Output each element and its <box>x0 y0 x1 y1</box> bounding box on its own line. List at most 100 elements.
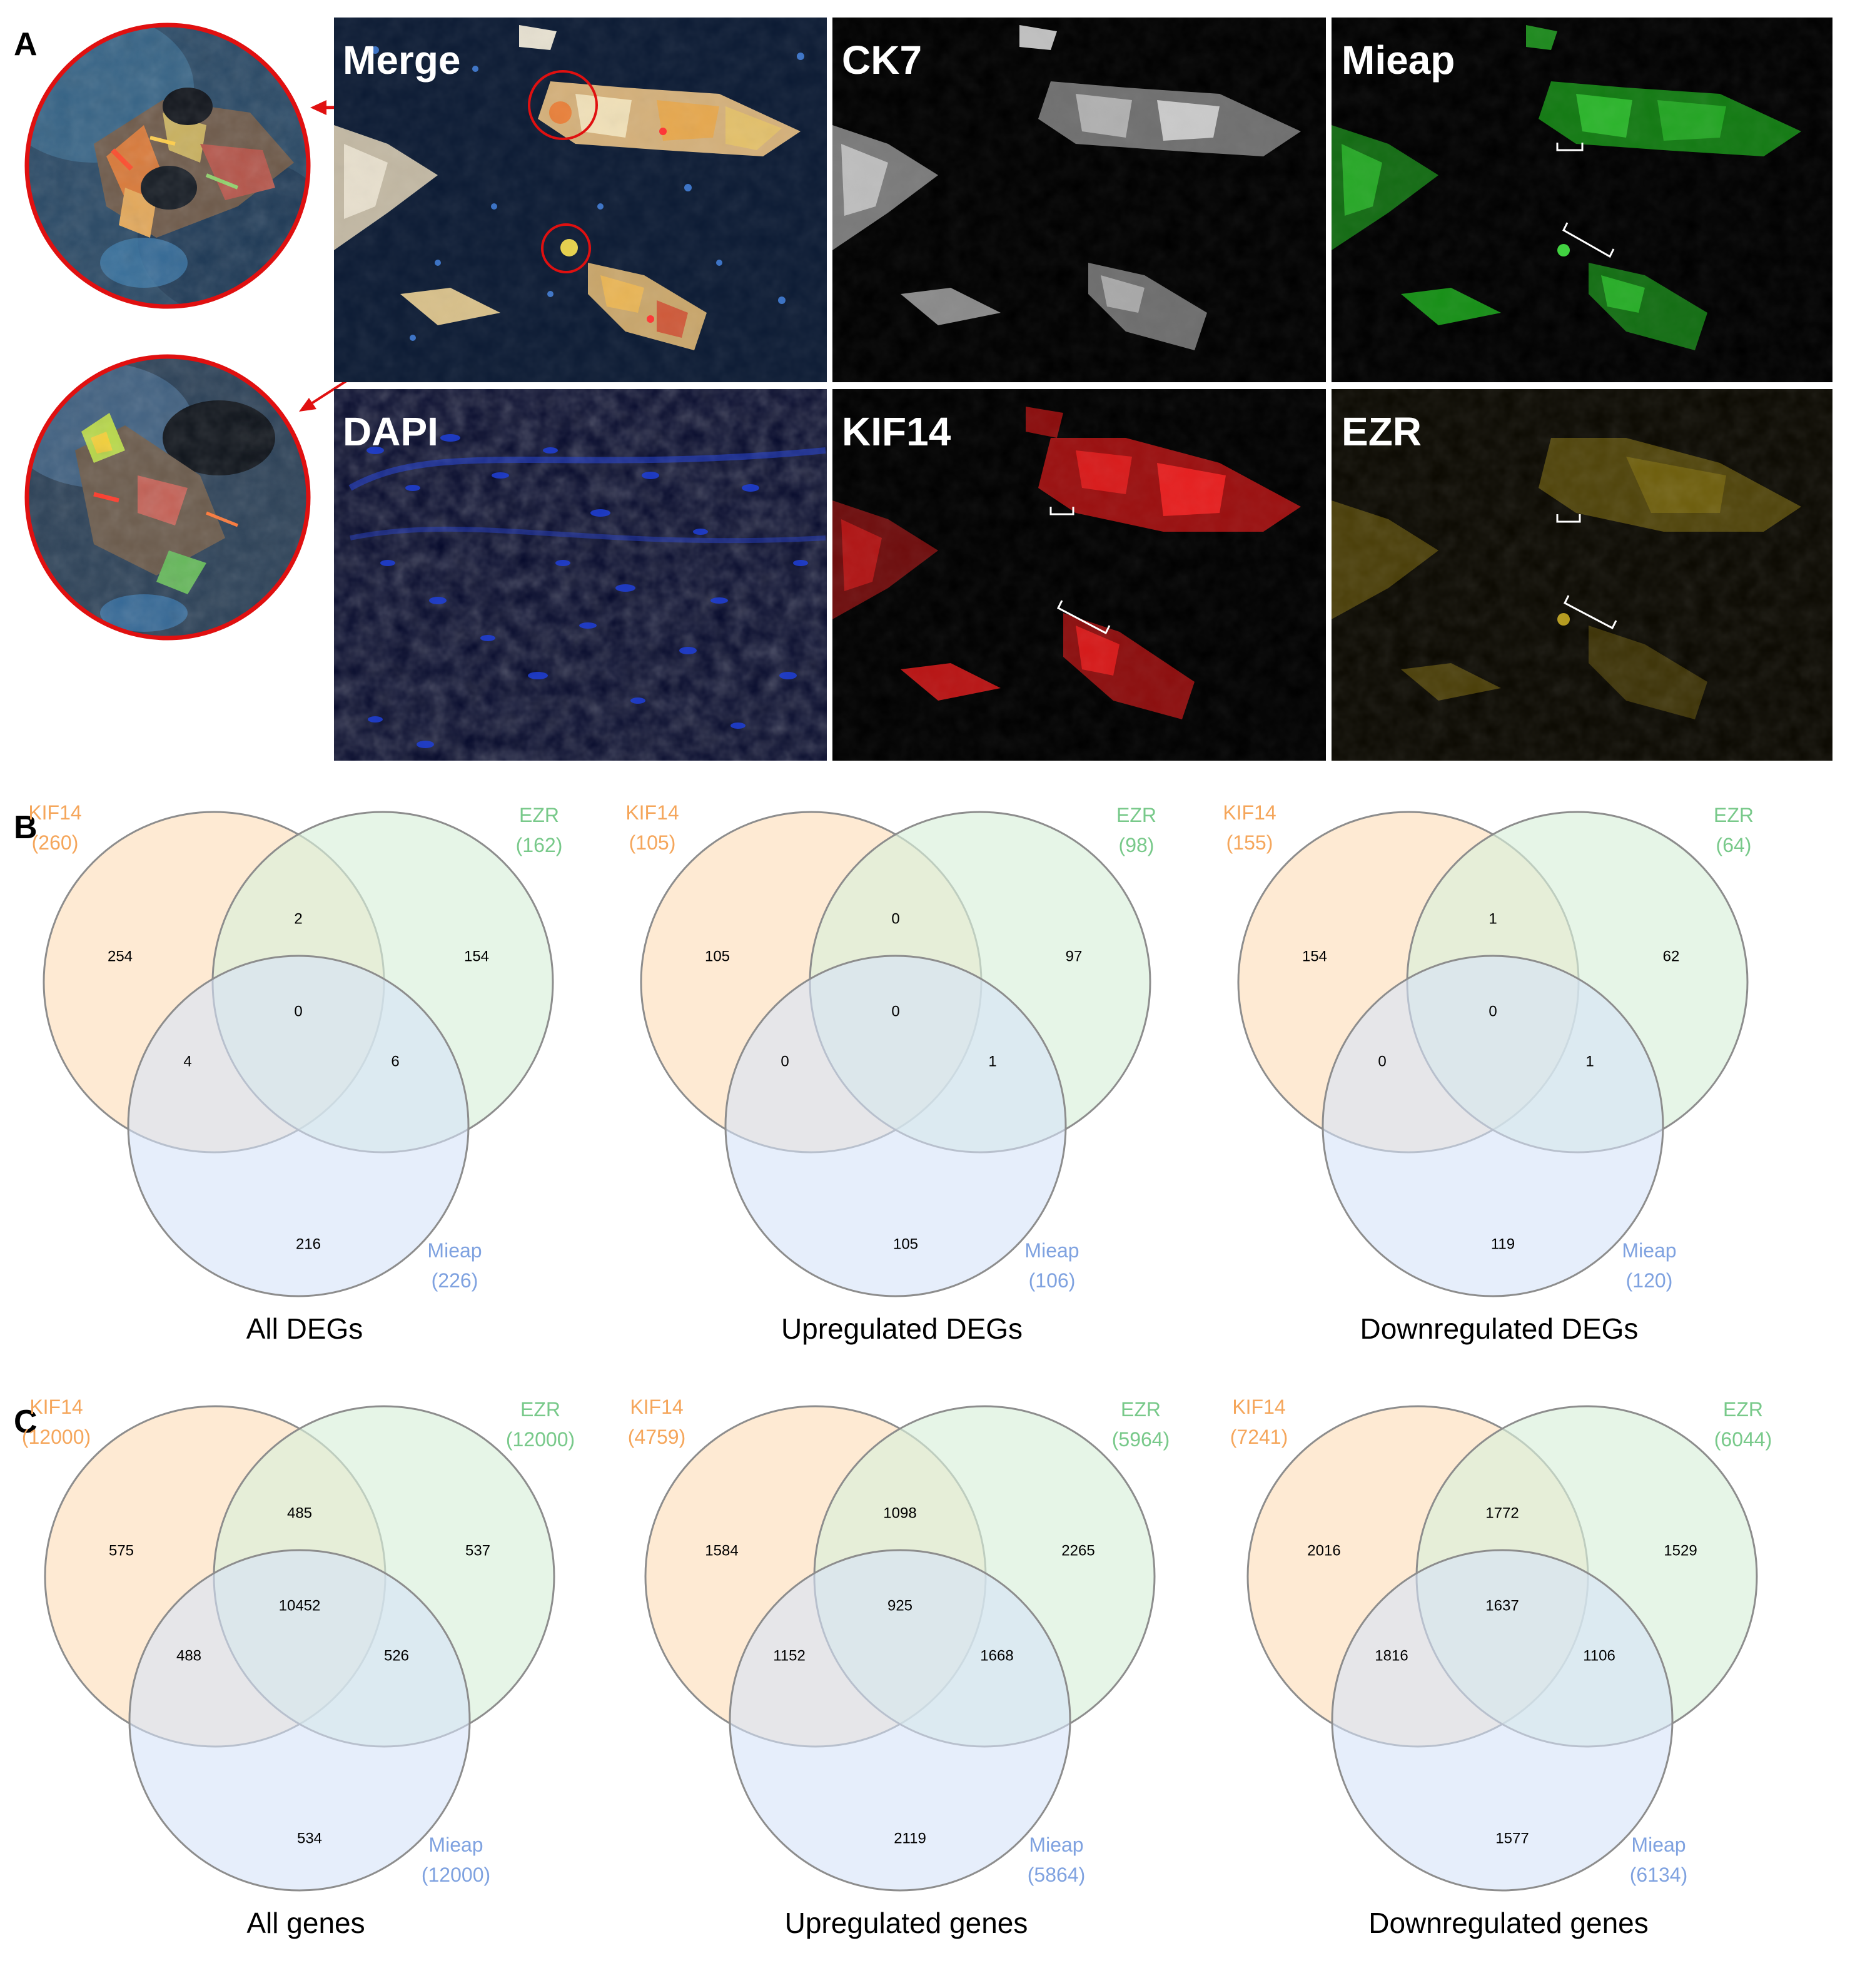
venn-3: KIF14 (155) EZR (64) Mieap (120) 154 62 119 1 0 1 0 D… <box>1223 801 1754 1345</box>
panel-a: A <box>14 18 1832 761</box>
venn-set-name-mieap: Mieap <box>1622 1239 1676 1262</box>
venn-region-mieap-only: 216 <box>296 1235 321 1252</box>
venn-set-total-ezr: (64) <box>1716 834 1752 856</box>
venn-region-kif14-ezr: 485 <box>287 1504 312 1521</box>
venn-region-ezr-only: 97 <box>1066 948 1083 965</box>
venn-region-ezr-mieap: 1106 <box>1583 1647 1615 1664</box>
venn-region-kif14-ezr: 1772 <box>1485 1504 1519 1521</box>
venn-region-kif14-only: 575 <box>109 1542 134 1559</box>
venn-region-all-three: 10452 <box>279 1597 321 1614</box>
venn-set-total-mieap: (12000) <box>422 1864 490 1886</box>
venn-circle-mieap <box>724 955 1067 1297</box>
venn-region-ezr-only: 62 <box>1663 948 1680 965</box>
venn-region-ezr-mieap: 1 <box>1585 1053 1594 1070</box>
venn-set-total-kif14: (105) <box>629 831 676 854</box>
venn-region-kif14-only: 2016 <box>1307 1542 1340 1559</box>
venn-caption: All DEGs <box>246 1312 363 1345</box>
venn-set-total-kif14: (7241) <box>1230 1426 1288 1448</box>
venn-caption: Upregulated genes <box>785 1907 1028 1939</box>
venn-set-total-ezr: (12000) <box>506 1428 575 1451</box>
venn-region-mieap-only: 1577 <box>1495 1830 1529 1847</box>
venn-region-ezr-mieap: 1668 <box>980 1647 1013 1664</box>
venn-set-name-kif14: KIF14 <box>630 1396 683 1418</box>
panel-label-b: B <box>14 809 38 846</box>
venn-set-name-ezr: EZR <box>520 1398 560 1421</box>
tile-label-mieap: Mieap <box>1342 38 1455 83</box>
venn-circle-mieap <box>1322 955 1664 1297</box>
venn-set-name-ezr: EZR <box>1121 1398 1161 1421</box>
venn-region-ezr-mieap: 526 <box>384 1647 409 1664</box>
zoom-inset-bottom <box>24 354 311 641</box>
venn-region-mieap-only: 2119 <box>894 1830 926 1847</box>
venn-set-name-mieap: Mieap <box>1631 1833 1686 1856</box>
venn-region-mieap-only: 119 <box>1491 1235 1515 1252</box>
venn-set-total-mieap: (120) <box>1626 1269 1673 1292</box>
panel-c: C <box>14 1404 38 1440</box>
tile-ck7 <box>832 18 1326 382</box>
venn-set-name-kif14: KIF14 <box>1232 1396 1285 1418</box>
panel-label-c: C <box>14 1404 38 1440</box>
venn-region-kif14-ezr: 2 <box>294 910 302 927</box>
venn-set-name-mieap: Mieap <box>1029 1833 1083 1856</box>
tile-label-ck7: CK7 <box>842 38 922 83</box>
venn-set-name-mieap: Mieap <box>428 1833 483 1856</box>
tile-labels: Merge CK7 Mieap DAPI KIF14 EZR <box>343 38 1455 454</box>
venn-region-ezr-only: 537 <box>465 1542 490 1559</box>
venn-region-kif14-mieap: 4 <box>183 1053 191 1070</box>
tile-label-dapi: DAPI <box>343 409 438 454</box>
venn-set-total-ezr: (6044) <box>1714 1428 1772 1451</box>
venn-set-total-ezr: (5964) <box>1112 1428 1170 1451</box>
venn-4: KIF14 (12000) EZR (12000) Mieap (12000) 575 537… <box>22 1396 575 1939</box>
venn-circle-mieap <box>128 1549 471 1892</box>
venn-diagrams: KIF14 (260) EZR (162) Mieap (226) 254 154 216 2 4 6… <box>22 801 1772 1939</box>
venn-set-total-kif14: (260) <box>32 831 79 854</box>
venn-circle-mieap <box>127 955 470 1297</box>
venn-region-kif14-ezr: 1 <box>1489 910 1497 927</box>
venn-region-all-three: 925 <box>887 1597 912 1614</box>
venn-set-total-kif14: (155) <box>1226 831 1273 854</box>
venn-caption: Downregulated genes <box>1368 1907 1649 1939</box>
venn-region-all-three: 1637 <box>1485 1597 1519 1614</box>
panel-label-a: A <box>14 26 38 63</box>
venn-set-total-mieap: (106) <box>1029 1269 1076 1292</box>
venn-region-kif14-mieap: 0 <box>781 1053 789 1070</box>
tile-kif14 <box>832 389 1326 761</box>
venn-region-all-three: 0 <box>1489 1003 1497 1020</box>
venn-set-total-mieap: (5864) <box>1028 1864 1086 1886</box>
venn-region-kif14-ezr: 1098 <box>883 1504 916 1521</box>
tile-mieap <box>1332 18 1832 382</box>
venn-set-total-kif14: (4759) <box>628 1426 686 1448</box>
venn-caption: All genes <box>246 1907 365 1939</box>
tile-dapi <box>334 389 827 761</box>
tile-merge <box>334 18 827 382</box>
venn-region-kif14-mieap: 488 <box>176 1647 201 1664</box>
tile-ezr <box>1332 389 1832 761</box>
venn-set-name-kif14: KIF14 <box>625 801 679 824</box>
venn-set-name-mieap: Mieap <box>1024 1239 1079 1262</box>
venn-set-name-mieap: Mieap <box>427 1239 482 1262</box>
venn-region-all-three: 0 <box>891 1003 899 1020</box>
venn-circle-mieap <box>729 1549 1071 1892</box>
venn-caption: Upregulated DEGs <box>781 1312 1023 1345</box>
venn-caption: Downregulated DEGs <box>1360 1312 1639 1345</box>
tile-label-kif14: KIF14 <box>842 409 951 454</box>
venn-circle-mieap <box>1331 1549 1674 1892</box>
venn-region-ezr-mieap: 1 <box>988 1053 996 1070</box>
venn-region-ezr-only: 1529 <box>1664 1542 1697 1559</box>
venn-set-name-kif14: KIF14 <box>28 801 81 824</box>
venn-region-kif14-only: 105 <box>705 948 730 965</box>
venn-region-ezr-only: 154 <box>464 948 489 965</box>
tile-label-ezr: EZR <box>1342 409 1422 454</box>
venn-set-name-ezr: EZR <box>1116 804 1156 826</box>
venn-region-all-three: 0 <box>294 1003 302 1020</box>
venn-5: KIF14 (4759) EZR (5964) Mieap (5864) 1584 2265 2… <box>628 1396 1170 1939</box>
venn-region-kif14-only: 254 <box>108 948 133 965</box>
venn-region-kif14-ezr: 0 <box>891 910 899 927</box>
venn-region-kif14-mieap: 1816 <box>1375 1647 1408 1664</box>
venn-set-total-mieap: (226) <box>432 1269 478 1292</box>
venn-set-name-ezr: EZR <box>1723 1398 1763 1421</box>
venn-region-mieap-only: 105 <box>893 1235 918 1252</box>
venn-set-total-ezr: (162) <box>516 834 563 856</box>
panel-b: B <box>14 809 38 846</box>
venn-set-total-ezr: (98) <box>1119 834 1155 856</box>
